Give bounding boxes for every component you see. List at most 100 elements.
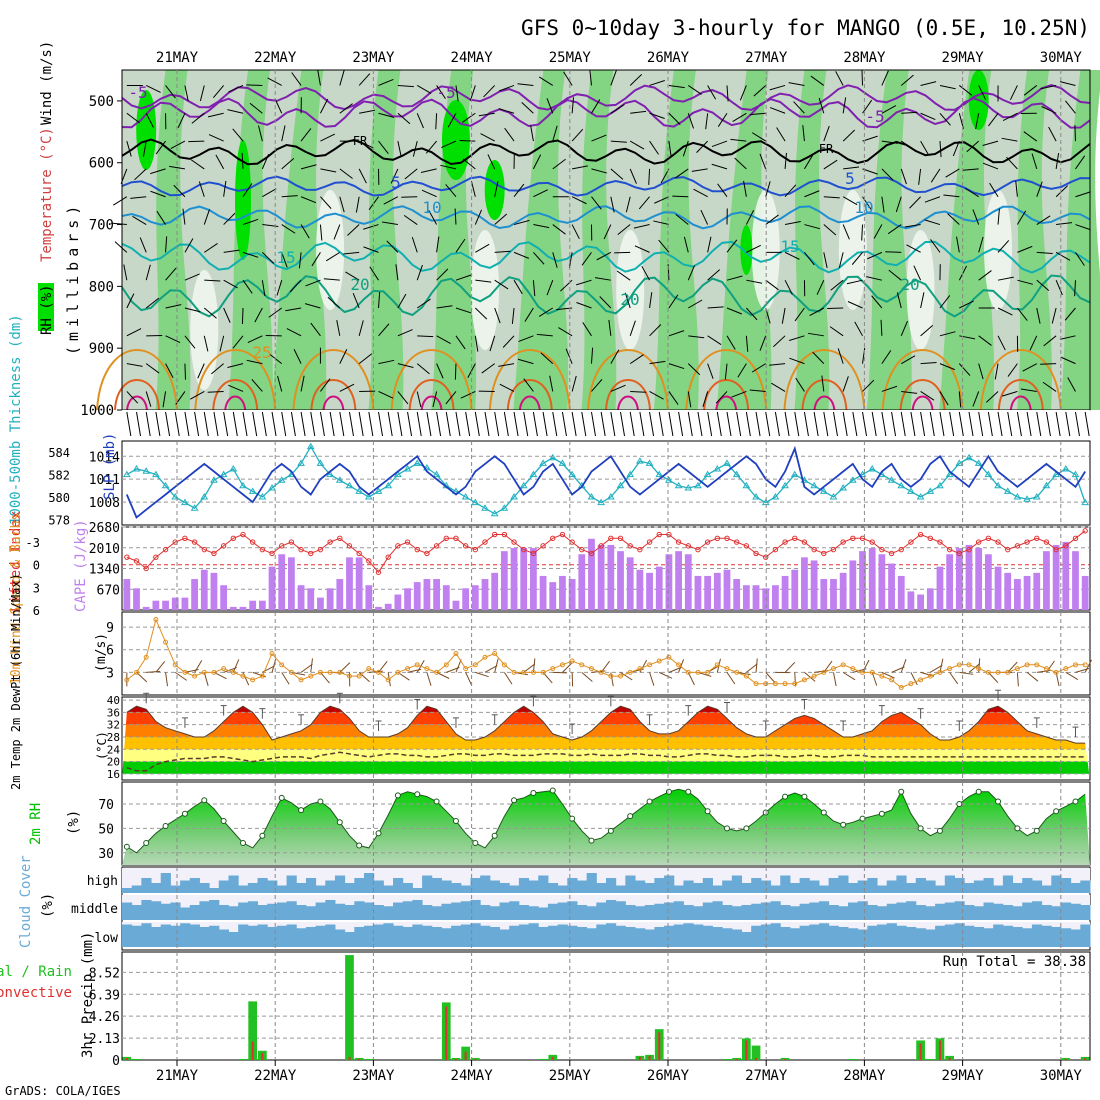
wind-barb [743, 180, 747, 197]
precip-panel: 02.134.266.398.52 [89, 951, 1091, 1069]
thickness-marker [393, 470, 402, 478]
cape-bar [984, 554, 992, 610]
wind-barb [517, 358, 534, 365]
wind10-marker [385, 677, 391, 683]
cape-bar [955, 548, 963, 610]
cloud-cell [480, 875, 491, 893]
slp-tick-label: 1011 [89, 473, 120, 488]
wind-barb [943, 194, 960, 198]
wind-barb [997, 240, 1010, 253]
wind-barb [900, 140, 915, 151]
cape-bar [191, 579, 198, 610]
wind-barb [688, 299, 703, 309]
li-marker [472, 546, 479, 553]
wind-barb [432, 391, 438, 408]
cloud-cell [818, 885, 830, 893]
precip-tick-label: 6.39 [89, 988, 120, 1003]
wind-barb [920, 292, 925, 309]
surface-wind-barb [823, 411, 829, 437]
panel-frame [121, 951, 1091, 1061]
wind-barb [616, 270, 631, 281]
wind10-marker [288, 669, 294, 675]
cloud-cell [789, 928, 801, 947]
wind-barb [705, 113, 709, 130]
cloud-cell [983, 878, 994, 893]
surface-wind-barb [784, 411, 790, 437]
wind-barb [1051, 307, 1057, 324]
wind10-barb [659, 671, 673, 679]
wind10-barb [649, 672, 655, 686]
wind-barb [997, 307, 1013, 316]
cloud-cell [1051, 875, 1062, 893]
wind10-barb [358, 671, 370, 683]
wind-barb [707, 306, 724, 309]
wind-barb [885, 251, 902, 253]
wind10-marker [405, 666, 411, 672]
cloud-cell [557, 902, 568, 920]
li-marker [1082, 528, 1088, 534]
wind-barb [975, 113, 980, 130]
wind-barb [982, 140, 999, 146]
surface-wind-barb [1045, 411, 1051, 437]
slp-line [125, 445, 1086, 519]
thickness-marker [355, 487, 364, 494]
cloud-cell [586, 928, 597, 947]
surface-wind-barb [126, 411, 132, 437]
wind-barb [939, 363, 955, 371]
wind-barb [378, 292, 381, 309]
li-marker [579, 546, 585, 553]
cloud-cell [354, 901, 365, 920]
wind-barb [784, 184, 797, 198]
wind10-marker [908, 681, 914, 687]
li-marker [366, 558, 372, 564]
wind10-marker [192, 673, 198, 679]
wind10-barb [1065, 671, 1079, 681]
isotherm-label: 15 [780, 237, 799, 256]
wind-barb [784, 279, 793, 295]
thickness-marker [306, 442, 315, 450]
wind-barb [540, 352, 554, 365]
precip-conv-bar [784, 1058, 787, 1060]
wind10-marker [821, 669, 827, 675]
wind-barb [749, 389, 766, 392]
wind-barb [397, 84, 414, 88]
wind-barb [896, 292, 902, 309]
cape-bar [133, 588, 140, 610]
wind-barb [487, 154, 496, 170]
li-marker [646, 539, 653, 545]
surface-wind-barb [891, 411, 897, 437]
wind-barb [281, 224, 296, 234]
thickness-marker [810, 481, 819, 489]
wind10-marker [927, 673, 933, 679]
cloud-cell [760, 880, 772, 893]
surface-wind-barb [620, 411, 626, 437]
wind-barb [788, 82, 805, 86]
wind-barb [726, 307, 743, 315]
li-marker [588, 550, 595, 557]
cloud-cell [141, 923, 152, 947]
wind10-marker [298, 677, 304, 683]
li-marker [346, 543, 353, 549]
rh2m-marker [472, 840, 479, 847]
cloud-cell [122, 902, 133, 920]
thickness-marker [461, 493, 470, 500]
wind-barb [207, 112, 224, 118]
rh-wet-core [441, 100, 470, 180]
wind-barb [228, 384, 244, 392]
cape-ylabel: CAPE (J/kg) [73, 519, 89, 612]
temp-unit: (°C) [95, 731, 109, 760]
wind10-marker [753, 681, 759, 687]
wind-barb [668, 294, 679, 309]
wind10-unit: (m/s) [94, 633, 109, 672]
cloud-cell [325, 900, 336, 920]
cloud-cell [499, 929, 510, 947]
wind-barb [475, 243, 490, 253]
cloud-cell [741, 932, 752, 947]
precip-conv-bar [948, 1057, 951, 1060]
wind-barb [139, 237, 147, 253]
cloud-cell [993, 885, 1004, 893]
wind10-tick-label: 9 [106, 621, 114, 636]
cloud-cell [896, 875, 907, 893]
wind-barb [513, 279, 523, 295]
wind-barb [610, 168, 624, 180]
